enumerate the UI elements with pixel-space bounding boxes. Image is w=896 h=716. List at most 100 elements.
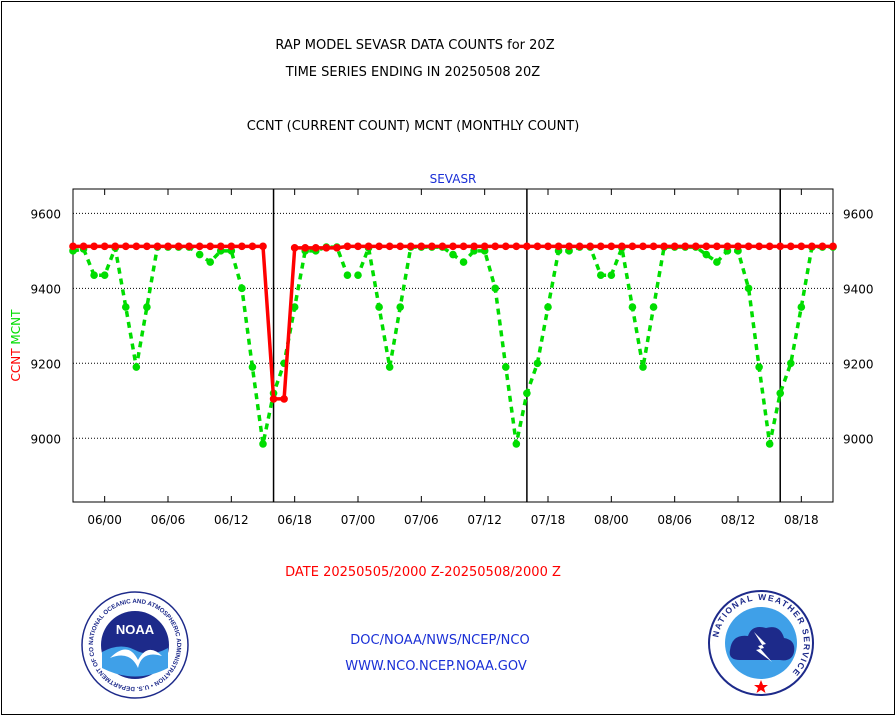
data-point-ccnt	[501, 242, 510, 251]
data-point-ccnt	[702, 242, 711, 251]
data-point-ccnt	[195, 242, 204, 251]
data-point-mcnt	[195, 250, 204, 259]
x-tick-label: 07/18	[531, 513, 566, 527]
data-point-ccnt	[713, 242, 721, 251]
data-point-ccnt	[216, 242, 225, 251]
data-point-ccnt	[238, 242, 246, 251]
data-point-ccnt	[428, 242, 436, 251]
data-point-ccnt	[354, 242, 362, 251]
data-point-ccnt	[132, 242, 141, 251]
data-point-mcnt	[596, 271, 605, 280]
data-point-ccnt	[417, 242, 426, 251]
data-point-ccnt	[618, 242, 626, 251]
data-point-ccnt	[333, 244, 341, 252]
data-point-mcnt	[755, 363, 763, 371]
data-point-ccnt	[575, 242, 584, 251]
data-point-ccnt	[523, 242, 531, 251]
data-point-mcnt	[132, 363, 141, 371]
data-point-ccnt	[185, 242, 193, 251]
y-axis-label: CCNT MCNT	[9, 309, 23, 382]
data-point-ccnt	[554, 242, 563, 251]
data-point-mcnt	[512, 440, 521, 448]
data-point-ccnt	[290, 244, 299, 252]
data-point-ccnt	[121, 242, 130, 251]
data-point-ccnt	[786, 242, 795, 251]
y-tick-label-right: 9200	[843, 357, 874, 371]
data-point-ccnt	[565, 242, 573, 251]
data-point-ccnt	[670, 242, 679, 251]
data-point-ccnt	[100, 242, 109, 251]
data-point-ccnt	[512, 242, 521, 251]
data-point-ccnt	[259, 242, 267, 251]
data-point-ccnt	[449, 242, 457, 251]
data-point-ccnt	[301, 244, 310, 252]
chart-title: SEVASR	[430, 172, 477, 186]
data-point-mcnt	[544, 303, 552, 311]
data-point-ccnt	[364, 242, 373, 251]
x-axis-date-range: DATE 20250505/2000 Z-20250508/2000 Z	[285, 565, 561, 580]
data-point-mcnt	[776, 389, 785, 398]
data-point-ccnt	[269, 395, 278, 403]
data-point-mcnt	[290, 303, 299, 311]
data-point-ccnt	[174, 242, 183, 251]
data-point-mcnt	[248, 363, 257, 371]
data-point-mcnt	[744, 284, 753, 293]
footer-link-doc-noaa[interactable]: DOC/NOAA/NWS/NCEP/NCO	[350, 633, 530, 648]
data-point-ccnt	[765, 242, 774, 251]
data-point-mcnt	[786, 359, 795, 368]
data-point-mcnt	[797, 303, 806, 311]
chart-title-line1: RAP MODEL SEVASR DATA COUNTS for 20Z	[275, 38, 555, 53]
data-point-ccnt	[829, 242, 837, 251]
data-point-mcnt	[523, 389, 531, 398]
data-point-ccnt	[280, 395, 288, 403]
data-point-ccnt	[691, 242, 700, 251]
data-point-ccnt	[734, 242, 742, 251]
data-point-mcnt	[702, 250, 711, 259]
y-tick-label-left: 9200	[30, 357, 61, 371]
data-point-ccnt	[808, 242, 816, 251]
data-point-ccnt	[639, 242, 647, 251]
data-point-ccnt	[491, 242, 500, 251]
noaa-logo: NOAA NATIONAL OCEANIC AND ATMOSPHERIC AD…	[80, 590, 189, 699]
data-point-mcnt	[628, 303, 637, 311]
data-point-ccnt	[322, 244, 331, 252]
y-tick-label-right: 9600	[843, 207, 874, 221]
footer-link-nco-site[interactable]: WWW.NCO.NCEP.NOAA.GOV	[345, 659, 527, 674]
y-tick-label-left: 9400	[30, 282, 61, 296]
x-tick-label: 06/18	[277, 513, 312, 527]
data-point-ccnt	[533, 242, 542, 251]
x-tick-label: 08/12	[721, 513, 756, 527]
data-point-mcnt	[765, 440, 774, 448]
data-point-mcnt	[375, 303, 383, 311]
data-point-ccnt	[69, 242, 77, 251]
chart-title-line2: TIME SERIES ENDING IN 20250508 20Z	[285, 65, 541, 80]
data-point-mcnt	[143, 303, 151, 311]
data-point-mcnt	[501, 363, 510, 371]
data-point-ccnt	[596, 242, 605, 251]
x-tick-label: 07/12	[467, 513, 502, 527]
data-point-ccnt	[628, 242, 637, 251]
data-point-mcnt	[639, 363, 647, 371]
data-point-ccnt	[681, 242, 690, 251]
x-tick-label: 07/00	[341, 513, 376, 527]
data-point-ccnt	[649, 242, 658, 251]
data-point-ccnt	[111, 242, 120, 251]
data-point-mcnt	[713, 258, 721, 266]
data-point-mcnt	[100, 271, 109, 280]
x-tick-label: 08/06	[657, 513, 692, 527]
data-point-ccnt	[396, 242, 405, 251]
chart-subtitle: CCNT (CURRENT COUNT) MCNT (MONTHLY COUNT…	[246, 119, 580, 134]
y-label-ccnt: CCNT	[9, 345, 23, 382]
x-tick-label: 06/06	[151, 513, 186, 527]
data-point-ccnt	[818, 242, 827, 251]
data-point-ccnt	[164, 242, 172, 251]
data-point-ccnt	[385, 242, 394, 251]
data-point-mcnt	[206, 258, 215, 266]
data-point-ccnt	[79, 242, 88, 251]
data-point-mcnt	[607, 271, 616, 280]
data-point-ccnt	[438, 242, 447, 251]
y-axis-label-text: CCNT MCNT	[9, 309, 23, 382]
data-point-ccnt	[480, 242, 489, 251]
x-tick-label: 06/12	[214, 513, 249, 527]
